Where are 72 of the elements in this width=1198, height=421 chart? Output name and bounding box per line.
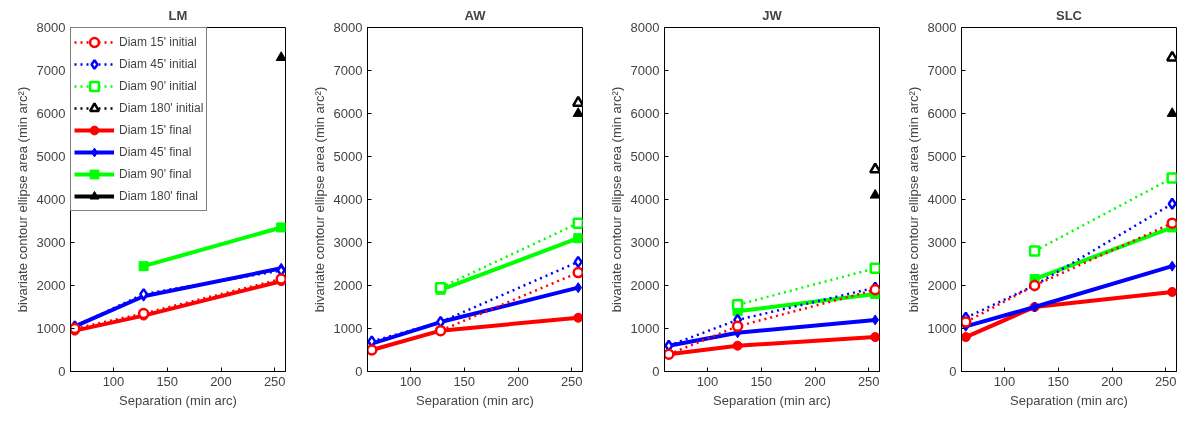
y-tick-label: 1000 (333, 321, 363, 336)
y-axis-title: bivariate contour ellipse area (min arc²) (608, 86, 624, 313)
x-axis-title: Separation (min arc) (713, 392, 831, 408)
chart-title: SLC (1056, 7, 1083, 23)
x-tick-label: 250 (560, 373, 583, 389)
x-tick-label: 100 (399, 373, 422, 389)
y-tick-label: 7000 (36, 63, 66, 78)
y-tick-label: 0 (58, 364, 66, 379)
x-tick-label: 250 (263, 373, 286, 389)
y-tick-label: 4000 (36, 192, 66, 207)
y-tick-label: 2000 (927, 278, 957, 293)
y-tick-label: 6000 (36, 106, 66, 121)
x-tick-label: 100 (102, 373, 125, 389)
y-tick-label: 1000 (36, 321, 66, 336)
legend-label: Diam 45' initial (119, 56, 197, 73)
x-tick-label: 150 (156, 373, 179, 389)
y-tick-label: 0 (652, 364, 660, 379)
x-tick-label: 100 (696, 373, 719, 389)
y-tick-label: 3000 (630, 235, 660, 250)
y-tick-label: 1000 (630, 321, 660, 336)
y-tick-label: 8000 (927, 20, 957, 35)
y-tick-label: 5000 (36, 149, 66, 164)
y-tick-label: 3000 (333, 235, 363, 250)
y-tick-label: 6000 (333, 106, 363, 121)
x-tick-label: 150 (453, 373, 476, 389)
legend-label: Diam 15' final (119, 122, 192, 139)
y-tick-label: 3000 (927, 235, 957, 250)
x-tick-label: 100 (993, 373, 1016, 389)
y-tick-label: 5000 (630, 149, 660, 164)
y-tick-label: 8000 (333, 20, 363, 35)
y-tick-label: 2000 (36, 278, 66, 293)
y-tick-label: 8000 (36, 20, 66, 35)
y-tick-label: 6000 (927, 106, 957, 121)
legend-label: Diam 180' final (119, 188, 198, 205)
y-tick-label: 2000 (333, 278, 363, 293)
x-tick-label: 250 (857, 373, 880, 389)
legend-label: Diam 45' final (119, 144, 192, 161)
x-tick-label: 250 (1154, 373, 1177, 389)
x-tick-label: 200 (210, 373, 232, 389)
chart-title: AW (464, 7, 487, 23)
y-tick-label: 5000 (927, 149, 957, 164)
y-tick-label: 5000 (333, 149, 363, 164)
y-axis-title: bivariate contour ellipse area (min arc²) (905, 86, 921, 313)
y-tick-label: 3000 (36, 235, 66, 250)
chart-title: JW (762, 7, 783, 23)
x-axis-title: Separation (min arc) (119, 392, 237, 408)
y-tick-label: 8000 (630, 20, 660, 35)
x-tick-label: 200 (804, 373, 826, 389)
y-axis-title: bivariate contour ellipse area (min arc²) (311, 86, 327, 313)
legend-label: Diam 90' initial (119, 78, 197, 95)
y-tick-label: 7000 (927, 63, 957, 78)
legend-label: Diam 90' final (119, 166, 192, 183)
y-tick-label: 7000 (333, 63, 363, 78)
y-tick-label: 1000 (927, 321, 957, 336)
y-tick-label: 4000 (333, 192, 363, 207)
chart-title: LM (168, 7, 188, 23)
legend-label: Diam 180' initial (119, 100, 204, 117)
y-tick-label: 4000 (630, 192, 660, 207)
x-tick-label: 150 (1047, 373, 1070, 389)
x-tick-label: 150 (750, 373, 773, 389)
y-tick-label: 2000 (630, 278, 660, 293)
y-axis-title: bivariate contour ellipse area (min arc²) (14, 86, 30, 313)
y-tick-label: 6000 (630, 106, 660, 121)
legend-label: Diam 15' initial (119, 34, 197, 51)
y-tick-label: 4000 (927, 192, 957, 207)
x-axis-title: Separation (min arc) (416, 392, 534, 408)
y-tick-label: 0 (355, 364, 363, 379)
x-tick-label: 200 (507, 373, 529, 389)
y-tick-label: 0 (949, 364, 957, 379)
x-axis-title: Separation (min arc) (1010, 392, 1128, 408)
x-tick-label: 200 (1101, 373, 1123, 389)
y-tick-label: 7000 (630, 63, 660, 78)
